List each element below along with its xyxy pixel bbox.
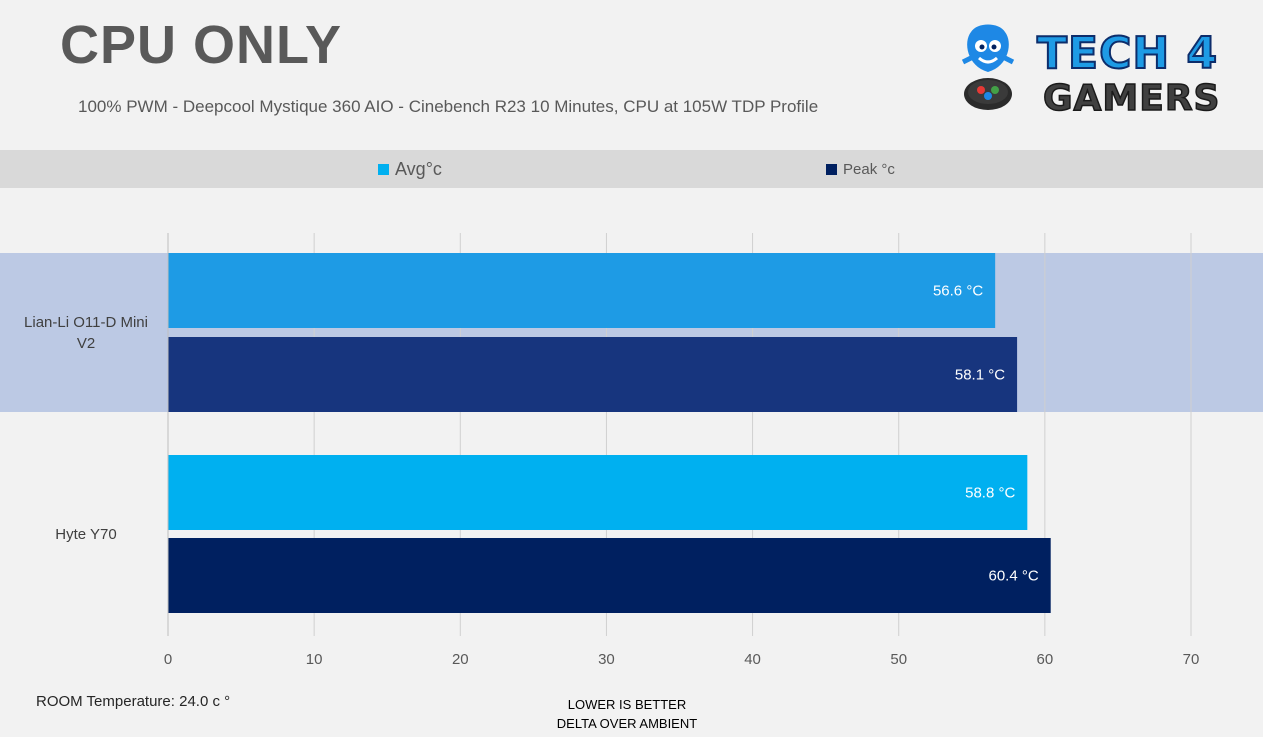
category-label-lianli-line1: Lian-Li O11-D Mini	[24, 314, 148, 331]
data-label-avg-1: 58.8 °C	[965, 485, 1015, 502]
category-label-lianli-line2: V2	[76, 335, 96, 352]
footer-note-line1: LOWER IS BETTER	[567, 697, 687, 712]
x-tick-label-60: 60	[1037, 651, 1054, 668]
x-tick-label-30: 30	[598, 651, 615, 668]
x-tick-label-70: 70	[1183, 651, 1200, 668]
bar-avg-0	[168, 253, 996, 328]
chart-title: CPU ONLY	[60, 15, 343, 75]
footer-note: LOWER IS BETTER DELTA OVER AMBIENT	[527, 695, 727, 733]
bar-peak-1	[168, 538, 1051, 613]
data-label-peak-0: 58.1 °C	[955, 367, 1005, 384]
logo-text-top: TECH 4	[1037, 28, 1218, 79]
mascot-logo-icon	[961, 24, 1015, 110]
logo-text-bottom: GAMERS	[1043, 78, 1220, 119]
room-temperature: ROOM Temperature: 24.0 c °	[36, 693, 231, 710]
legend-label-peak: Peak °c	[843, 160, 895, 178]
x-tick-label-50: 50	[890, 651, 907, 668]
legend-item-avg: Avg°c	[378, 150, 442, 188]
legend-swatch-peak	[826, 163, 837, 175]
bar-peak-0	[168, 337, 1018, 412]
x-tick-label-0: 0	[164, 651, 172, 668]
footer-note-line2: DELTA OVER AMBIENT	[556, 716, 698, 731]
legend-label-avg: Avg°c	[395, 158, 442, 179]
legend-item-peak: Peak °c	[826, 150, 895, 188]
x-tick-label-10: 10	[306, 651, 323, 668]
legend-swatch-avg	[378, 163, 389, 175]
tech4gamers-logo: TECH 4 GAMERS	[961, 24, 1220, 120]
category-label-hyte-line1: Hyte Y70	[55, 526, 117, 543]
data-label-peak-1: 60.4 °C	[988, 568, 1038, 585]
x-tick-label-20: 20	[452, 651, 469, 668]
category-label-hyte: Hyte Y70	[6, 524, 166, 545]
chart-subtitle: 100% PWM - Deepcool Mystique 360 AIO - C…	[78, 97, 819, 116]
x-tick-label-40: 40	[744, 651, 761, 668]
category-label-lianli: Lian-Li O11-D Mini V2	[6, 312, 166, 354]
bar-avg-1	[168, 455, 1028, 530]
data-label-avg-0: 56.6 °C	[933, 283, 983, 300]
legend: Avg°c Peak °c	[0, 150, 1263, 188]
